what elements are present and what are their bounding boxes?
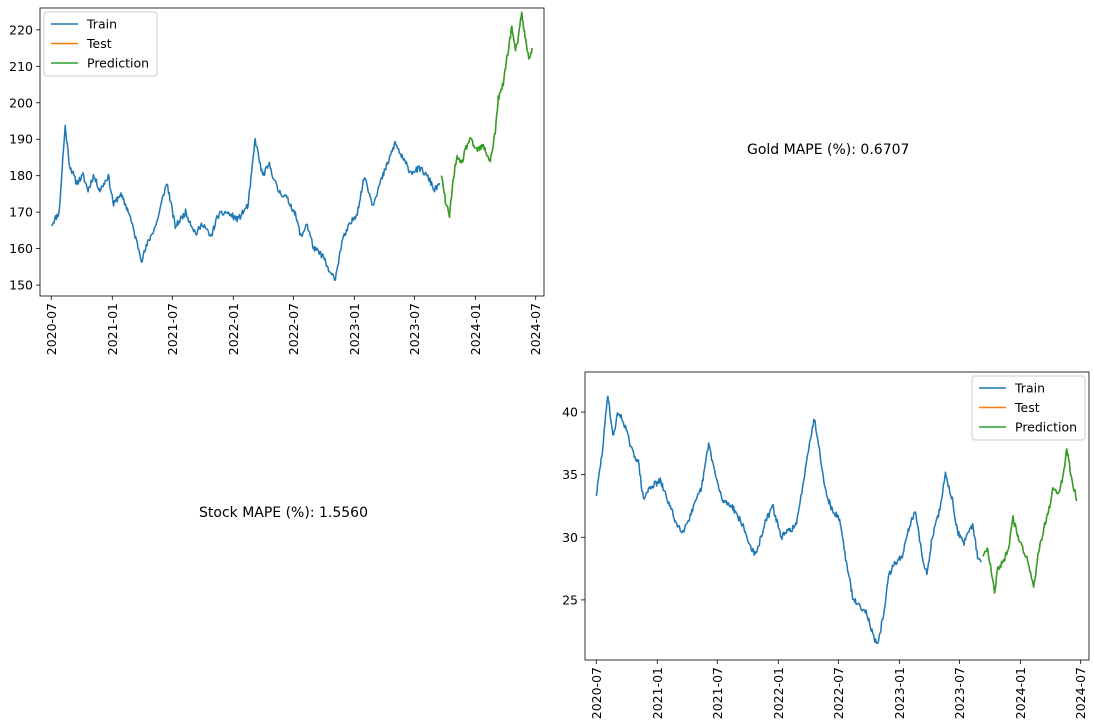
x-tick-label: 2024-01 <box>1013 667 1028 719</box>
x-tick-label: 2020-07 <box>589 667 604 719</box>
x-tick-label: 2021-07 <box>710 667 725 719</box>
axes-frame <box>584 371 1090 661</box>
y-tick-label: 40 <box>562 405 578 420</box>
gold-mape-caption: Gold MAPE (%): 0.6707 <box>747 142 910 158</box>
legend-label-prediction: Prediction <box>1015 420 1077 435</box>
series-line-train <box>595 395 982 645</box>
axes-frame <box>39 7 545 297</box>
y-tick-label: 220 <box>9 22 33 37</box>
y-tick-label: 25 <box>562 592 578 607</box>
x-tick-label: 2022-07 <box>831 667 846 719</box>
y-tick-label: 30 <box>562 530 578 545</box>
x-tick-label: 2021-01 <box>105 303 120 355</box>
stock-mape-caption: Stock MAPE (%): 1.5560 <box>199 505 368 521</box>
legend-label-test: Test <box>86 36 112 51</box>
legend-box <box>43 11 158 77</box>
x-tick-label: 2023-01 <box>892 667 907 719</box>
x-tick-label: 2020-07 <box>44 303 59 355</box>
y-tick-label: 180 <box>9 168 33 183</box>
stock-price-chart: 25 30 35 40 2020-07 2021-01 2021-07 2022-01 2022… <box>562 371 1090 719</box>
y-tick-label: 210 <box>9 59 33 74</box>
x-tick-label: 2021-07 <box>165 303 180 355</box>
y-tick-label: 160 <box>9 241 33 256</box>
x-tick-label: 2022-01 <box>226 303 241 355</box>
series-line-train <box>50 124 441 282</box>
x-tick-label: 2023-07 <box>952 667 967 719</box>
legend-label-test: Test <box>1014 400 1040 415</box>
x-tick-label: 2023-07 <box>407 303 422 355</box>
x-tick-label: 2023-01 <box>347 303 362 355</box>
series-line-prediction <box>982 448 1078 594</box>
legend-box <box>971 375 1086 441</box>
x-tick-label: 2024-07 <box>528 303 543 355</box>
y-tick-label: 170 <box>9 205 33 220</box>
y-tick-label: 150 <box>9 278 33 293</box>
legend-label-train: Train <box>1014 381 1045 396</box>
x-tick-label: 2022-07 <box>286 303 301 355</box>
x-tick-label: 2022-01 <box>771 667 786 719</box>
series-line-prediction <box>440 11 533 219</box>
gold-price-chart: 150 160 170 180 190 200 210 220 2020-07 2021-01 20… <box>9 7 545 355</box>
legend-label-prediction: Prediction <box>87 56 149 71</box>
y-tick-label: 35 <box>562 467 578 482</box>
y-tick-label: 190 <box>9 132 33 147</box>
legend: Train Test Prediction <box>43 11 158 77</box>
legend: Train Test Prediction <box>971 375 1086 441</box>
legend-label-train: Train <box>86 17 117 32</box>
x-tick-label: 2024-07 <box>1073 667 1088 719</box>
y-tick-label: 200 <box>9 95 33 110</box>
x-tick-label: 2021-01 <box>650 667 665 719</box>
x-tick-label: 2024-01 <box>468 303 483 355</box>
